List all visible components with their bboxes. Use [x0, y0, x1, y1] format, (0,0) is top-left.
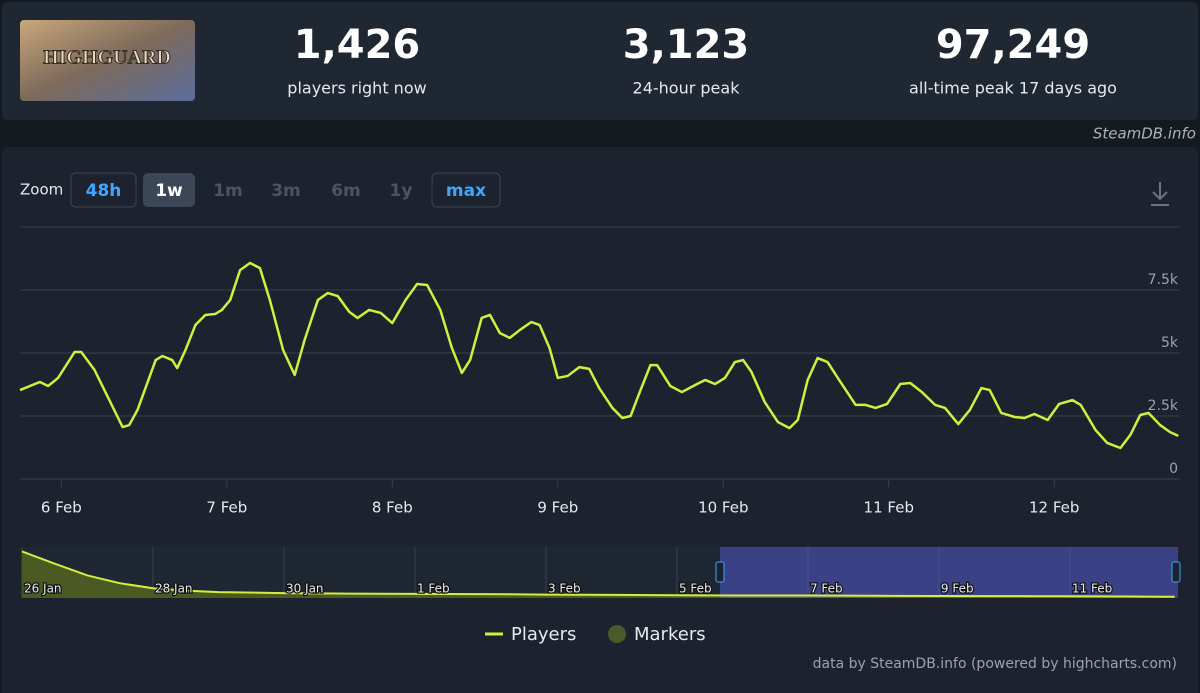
nav-tick-label: 3 Feb	[548, 582, 581, 596]
nav-handle[interactable]	[715, 561, 725, 583]
x-tick-label: 9 Feb	[537, 499, 578, 517]
series-line	[19, 261, 1179, 450]
nav-tick-label: 28 Jan	[155, 582, 193, 596]
zoom-button-label[interactable]: 6m	[331, 181, 361, 201]
nav-tick-label: 7 Feb	[810, 582, 843, 596]
stat-value: 97,249	[936, 22, 1090, 68]
x-tick-label: 12 Feb	[1029, 499, 1079, 517]
nav-tick-label: 26 Jan	[24, 582, 62, 596]
nav-tick-label: 30 Jan	[286, 582, 324, 596]
legend-label[interactable]: Markers	[634, 624, 706, 645]
y-tick-label: 2.5k	[1148, 398, 1179, 414]
chart-panel	[2, 147, 1198, 693]
nav-tick-label: 9 Feb	[941, 582, 974, 596]
logo-text: HIGHGUARD	[43, 47, 171, 69]
zoom-button[interactable]	[70, 172, 137, 208]
credit[interactable]: data by SteamDB.info (powered by highcha…	[813, 656, 1177, 672]
nav-line	[21, 550, 1175, 598]
download-icon[interactable]	[1151, 182, 1169, 206]
legend-marker[interactable]	[608, 625, 626, 643]
zoom-button[interactable]	[143, 173, 195, 207]
nav-tick-label: 1 Feb	[417, 582, 450, 596]
navigator[interactable]: 26 Jan 28 Jan 30 Jan 1 Feb 3 Feb 5 Feb 7 Feb 9 …	[20, 547, 1181, 598]
y-tick-label: 7.5k	[1148, 272, 1179, 288]
nav-handle[interactable]	[1171, 561, 1181, 583]
nav-tick-label: 11 Feb	[1072, 582, 1112, 596]
stat-value: 1,426	[294, 22, 421, 68]
nav-selection[interactable]	[720, 547, 1178, 598]
stats-panel	[2, 2, 1198, 120]
nav-area	[21, 551, 1175, 598]
zoom-button-label[interactable]: 1y	[390, 181, 413, 201]
x-tick-label: 6 Feb	[41, 499, 82, 517]
stat-label: all-time peak 17 days ago	[909, 79, 1117, 98]
download-glyph	[1151, 182, 1169, 206]
x-tick-label: 8 Feb	[372, 499, 413, 517]
legend-label[interactable]: Players	[511, 624, 576, 645]
game-logo[interactable]	[20, 20, 195, 101]
y-tick-label: 0	[1169, 461, 1178, 477]
zoom-button[interactable]	[431, 172, 501, 208]
x-tick-label: 11 Feb	[864, 499, 914, 517]
zoom-button-label[interactable]: 3m	[271, 181, 301, 201]
stat-label: players right now	[287, 79, 426, 98]
source[interactable]: SteamDB.info	[1093, 125, 1196, 143]
stat-label: 24-hour peak	[633, 79, 741, 98]
zoom-button-label[interactable]: 48h	[86, 181, 122, 201]
x-tick-label: 10 Feb	[698, 499, 748, 517]
zoom-button-label[interactable]: 1m	[213, 181, 243, 201]
nav-tick-label: 5 Feb	[679, 582, 712, 596]
zoom-button-label[interactable]: max	[446, 181, 486, 201]
main-chart: 0 2.5k 5k 7.5k 6 Feb 7 Feb 8 Feb 9 Feb 10 Feb 11 …	[19, 261, 1180, 517]
x-tick-label: 7 Feb	[206, 499, 247, 517]
y-tick-label: 5k	[1161, 335, 1179, 351]
zoom-label: Zoom	[20, 181, 63, 199]
zoom-buttons: 48h 1w 1m 3m 6m 1y max	[70, 172, 501, 208]
zoom-button-label[interactable]: 1w	[155, 181, 183, 201]
stat-value: 3,123	[623, 22, 750, 68]
